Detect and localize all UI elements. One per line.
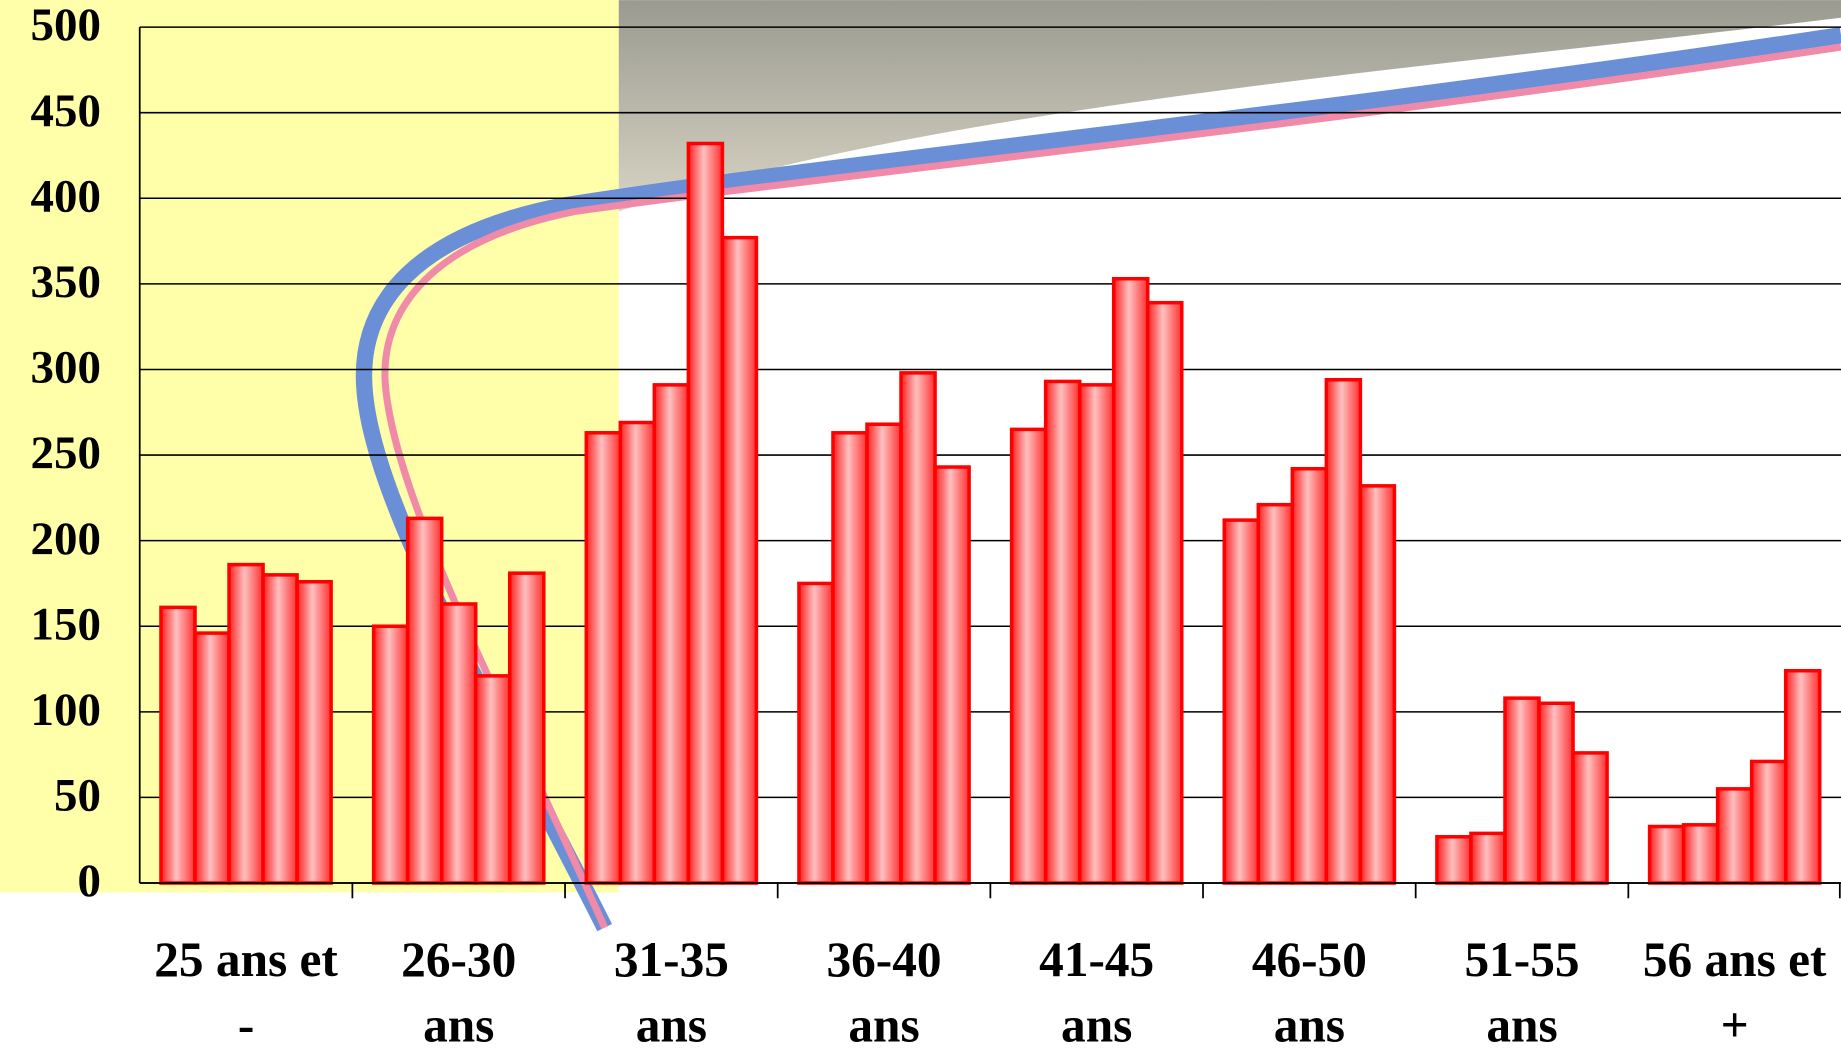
bar xyxy=(1783,668,1822,885)
bar xyxy=(1537,701,1575,885)
y-tick-label: 0 xyxy=(77,855,100,907)
bar xyxy=(227,562,265,885)
y-tick-label: 500 xyxy=(31,0,101,51)
bar xyxy=(159,605,197,885)
bar xyxy=(1043,379,1082,885)
y-tick-label: 50 xyxy=(54,770,101,822)
bar xyxy=(295,579,333,885)
bar xyxy=(584,431,623,885)
bars xyxy=(159,141,1822,885)
bar xyxy=(618,420,657,885)
bar xyxy=(507,571,546,885)
x-tick-label-box: 31-35 ans xyxy=(613,933,729,1051)
x-tick-label-box: 46-50 ans xyxy=(1251,933,1367,1051)
bar xyxy=(1222,518,1261,885)
x-tick-label: 56 ans et + xyxy=(1642,933,1827,1051)
bar xyxy=(1290,466,1329,885)
y-tick-label: 350 xyxy=(31,256,101,308)
bar xyxy=(686,141,725,885)
bar xyxy=(899,371,937,885)
x-tick-label-box: 56 ans et + xyxy=(1642,933,1827,1051)
x-tick-label-box: 36-40 ans xyxy=(826,933,942,1051)
bar xyxy=(831,431,869,885)
y-tick-label: 150 xyxy=(31,598,101,650)
bar xyxy=(1715,787,1754,885)
bar xyxy=(1503,696,1541,885)
bar xyxy=(1256,502,1295,885)
bar xyxy=(1077,383,1116,885)
background-photo xyxy=(618,0,1841,212)
bar xyxy=(797,581,835,885)
bar xyxy=(405,516,444,885)
x-tick-label: 26-30 ans xyxy=(401,933,517,1051)
bar xyxy=(1009,427,1048,885)
y-tick-label: 200 xyxy=(31,513,101,565)
y-tick-label: 450 xyxy=(31,85,101,137)
x-tick-label-box: 51-55 ans xyxy=(1464,933,1580,1051)
x-tick-label: 31-35 ans xyxy=(613,933,729,1051)
bar xyxy=(1324,377,1363,885)
x-tick-label: 41-45 ans xyxy=(1039,933,1155,1051)
y-tick-label: 100 xyxy=(31,684,101,736)
bar xyxy=(1647,824,1686,885)
bar xyxy=(1749,759,1788,885)
x-tick-label: 36-40 ans xyxy=(826,933,942,1051)
x-tick-label-box: 26-30 ans xyxy=(401,933,517,1051)
bar xyxy=(1145,300,1184,885)
bar xyxy=(473,674,512,885)
bar xyxy=(371,624,410,885)
bar xyxy=(933,465,971,885)
y-tick-label: 250 xyxy=(31,427,101,479)
decor-curve xyxy=(381,43,1841,930)
bar xyxy=(865,422,903,885)
x-tick-label-box: 41-45 ans xyxy=(1039,933,1155,1051)
x-tick-label: 51-55 ans xyxy=(1464,933,1580,1051)
bar xyxy=(1571,751,1609,885)
bar xyxy=(1358,484,1397,885)
bar xyxy=(193,631,231,885)
bar xyxy=(1111,276,1150,885)
y-tick-label: 300 xyxy=(31,342,101,394)
bar xyxy=(261,573,299,885)
bar xyxy=(652,383,691,885)
bar xyxy=(1435,835,1473,885)
x-tick-label: 46-50 ans xyxy=(1251,933,1367,1051)
bar xyxy=(720,235,759,885)
bar xyxy=(1681,823,1720,885)
axes: 0 50 100 150 200 250 300 350 400 450 500 25 ans et … xyxy=(31,0,1841,1051)
bar xyxy=(439,602,478,885)
x-tick-label-box: 25 ans et - xyxy=(154,933,338,1051)
x-tick-label: 25 ans et - xyxy=(154,933,338,1051)
y-tick-label: 400 xyxy=(31,170,101,222)
bar xyxy=(1469,831,1507,885)
